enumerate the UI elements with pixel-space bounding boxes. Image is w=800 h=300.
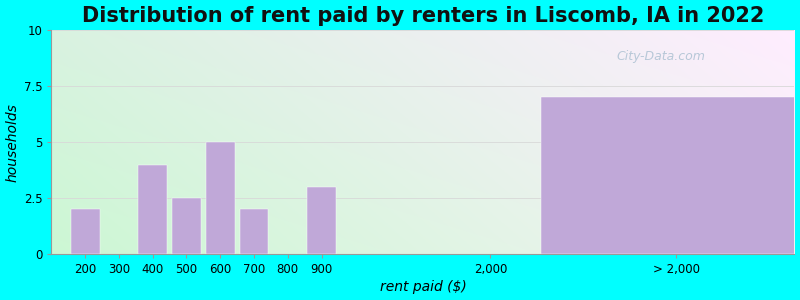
Y-axis label: households: households <box>6 103 19 182</box>
Bar <box>206 142 234 254</box>
Bar <box>240 209 268 254</box>
Bar <box>70 209 99 254</box>
Title: Distribution of rent paid by renters in Liscomb, IA in 2022: Distribution of rent paid by renters in … <box>82 6 764 26</box>
Bar <box>541 97 800 254</box>
Bar <box>138 164 167 254</box>
Text: City-Data.com: City-Data.com <box>616 50 705 63</box>
Bar <box>172 198 201 254</box>
X-axis label: rent paid ($): rent paid ($) <box>379 280 466 294</box>
Bar <box>307 187 336 254</box>
